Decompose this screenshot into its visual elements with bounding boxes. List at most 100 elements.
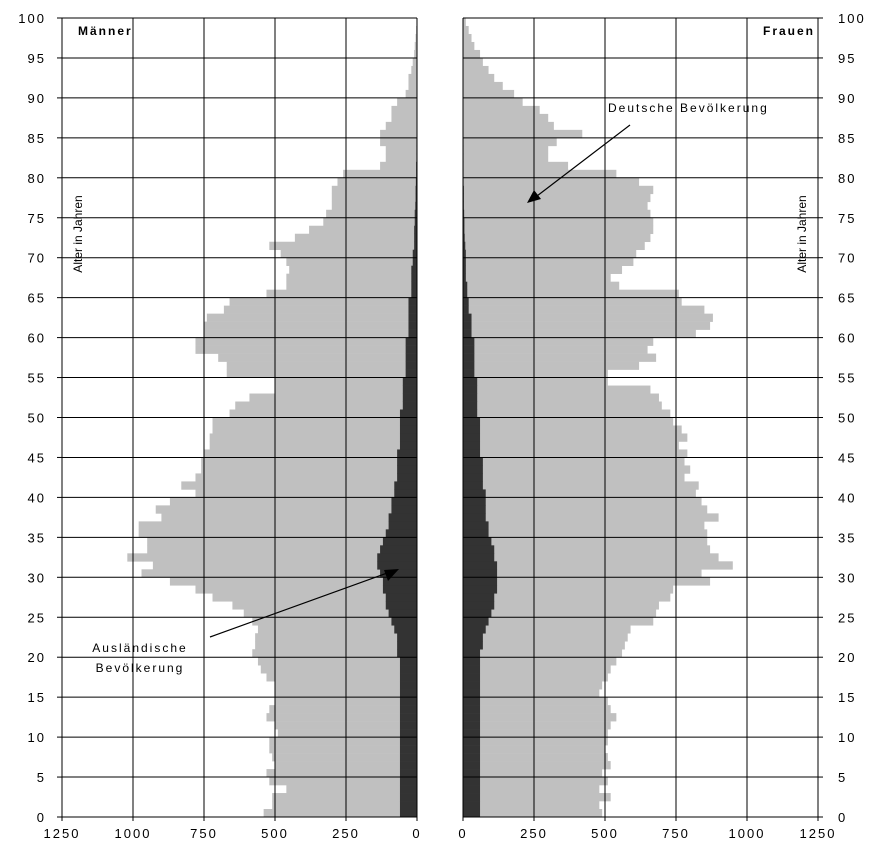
male-foreign-bar-age-17 bbox=[399, 673, 417, 682]
female-foreign-bar-age-24 bbox=[463, 617, 489, 626]
female-foreign-bar-age-23 bbox=[463, 625, 486, 634]
female-german-bar-age-46 bbox=[463, 441, 679, 450]
male-foreign-bar-age-66 bbox=[411, 281, 417, 290]
age-tick-label-right: 60 bbox=[838, 331, 856, 346]
age-tick-label-left: 15 bbox=[28, 690, 46, 705]
male-foreign-bar-age-5 bbox=[399, 769, 417, 778]
male-german-bar-age-39 bbox=[169, 497, 417, 506]
foreign-population-arrowhead bbox=[384, 569, 399, 581]
male-foreign-bar-age-22 bbox=[397, 633, 417, 642]
age-tick-label-right: 100 bbox=[838, 11, 866, 26]
female-german-bar-age-49 bbox=[463, 417, 674, 426]
male-german-bar-age-22 bbox=[255, 633, 417, 642]
female-german-bar-age-66 bbox=[463, 281, 620, 290]
female-german-bar-age-32 bbox=[463, 553, 719, 562]
female-foreign-bar-age-73 bbox=[463, 225, 465, 235]
female-foreign-bar-age-61 bbox=[463, 321, 472, 330]
female-german-bar-age-94 bbox=[463, 57, 483, 67]
female-german-bar-age-52 bbox=[463, 393, 659, 402]
german-population-label: Deutsche Bevölkerung bbox=[608, 101, 769, 115]
female-foreign-bar-age-57 bbox=[463, 353, 475, 362]
male-german-bar-age-1 bbox=[272, 801, 417, 810]
male-foreign-bar-age-19 bbox=[399, 657, 417, 666]
female-german-bar-age-95 bbox=[463, 49, 481, 59]
male-foreign-bar-age-34 bbox=[382, 537, 417, 546]
male-foreign-bar-age-23 bbox=[394, 625, 417, 634]
female-german-bar-age-71 bbox=[463, 241, 645, 251]
male-foreign-bar-age-6 bbox=[399, 761, 417, 770]
male-german-bar-age-29 bbox=[169, 577, 417, 586]
male-foreign-bar-age-15 bbox=[399, 689, 417, 698]
female-foreign-bar-age-50 bbox=[463, 409, 478, 418]
male-foreign-bar-age-75 bbox=[414, 209, 417, 219]
male-german-bar-age-19 bbox=[257, 657, 417, 666]
male-german-bar-age-56 bbox=[226, 361, 417, 370]
female-german-bar-age-89 bbox=[463, 97, 523, 107]
female-foreign-bar-age-34 bbox=[463, 537, 492, 546]
age-tick-label-left: 60 bbox=[28, 331, 46, 346]
male-german-bar-age-87 bbox=[391, 113, 417, 123]
male-german-bar-age-73 bbox=[309, 225, 417, 235]
age-tick-label-left: 80 bbox=[28, 171, 46, 186]
female-german-bar-age-15 bbox=[463, 689, 600, 698]
male-german-bar-age-47 bbox=[209, 433, 417, 442]
age-tick-label-left: 100 bbox=[18, 11, 46, 26]
male-foreign-bar-age-76 bbox=[415, 201, 417, 211]
age-tick-label-right: 65 bbox=[838, 291, 856, 306]
male-german-bar-age-7 bbox=[272, 753, 417, 762]
female-foreign-bar-age-40 bbox=[463, 489, 486, 498]
female-foreign-bar-age-16 bbox=[463, 681, 481, 690]
age-tick-label-right: 55 bbox=[838, 371, 856, 386]
female-foreign-bar-age-41 bbox=[463, 481, 483, 490]
female-foreign-bar-age-32 bbox=[463, 553, 495, 562]
female-foreign-bar-age-15 bbox=[463, 689, 481, 698]
female-foreign-bar-age-21 bbox=[463, 641, 483, 650]
male-german-bar-age-37 bbox=[161, 513, 417, 522]
female-german-bar-age-39 bbox=[463, 497, 702, 506]
female-german-bar-age-85 bbox=[463, 129, 583, 139]
female-german-bar-age-34 bbox=[463, 537, 708, 546]
male-german-bar-age-31 bbox=[152, 561, 417, 570]
female-foreign-bar-age-19 bbox=[463, 657, 481, 666]
female-x-tick-label: 500 bbox=[591, 826, 619, 841]
female-foreign-bar-age-48 bbox=[463, 425, 481, 434]
male-foreign-bar-age-24 bbox=[391, 617, 417, 626]
age-tick-label-left: 75 bbox=[28, 211, 46, 226]
female-german-bar-age-3 bbox=[463, 785, 600, 794]
male-german-bar-age-69 bbox=[286, 257, 417, 266]
female-german-bar-age-22 bbox=[463, 633, 628, 642]
male-german-bar-age-75 bbox=[326, 209, 417, 219]
female-german-bar-age-1 bbox=[463, 801, 600, 810]
female-foreign-bar-age-45 bbox=[463, 449, 481, 458]
male-foreign-bar-age-47 bbox=[399, 433, 417, 442]
female-foreign-bar-age-11 bbox=[463, 721, 481, 730]
male-foreign-bar-age-53 bbox=[402, 385, 417, 394]
female-german-bar-age-53 bbox=[463, 385, 651, 394]
female-german-bar-age-68 bbox=[463, 265, 623, 274]
male-german-bar-age-72 bbox=[294, 233, 417, 243]
female-german-bar-age-57 bbox=[463, 353, 657, 362]
female-german-bar-age-86 bbox=[463, 121, 554, 131]
male-foreign-bar-age-13 bbox=[399, 705, 417, 714]
male-german-bar-age-18 bbox=[260, 665, 417, 674]
age-tick-label-left: 70 bbox=[28, 251, 46, 266]
female-german-bar-age-4 bbox=[463, 777, 608, 786]
female-foreign-bar-age-30 bbox=[463, 569, 498, 578]
female-foreign-bar-age-68 bbox=[463, 265, 466, 274]
female-foreign-bar-age-28 bbox=[463, 585, 498, 594]
female-foreign-bar-age-67 bbox=[463, 273, 466, 282]
age-tick-label-right: 85 bbox=[838, 131, 856, 146]
female-german-bar-age-33 bbox=[463, 545, 711, 554]
male-german-bar-age-74 bbox=[323, 217, 417, 227]
male-german-bar-age-60 bbox=[204, 329, 417, 338]
male-german-bar-age-46 bbox=[209, 441, 417, 450]
female-foreign-bar-age-64 bbox=[463, 297, 469, 306]
age-tick-label-left: 10 bbox=[28, 730, 46, 745]
female-foreign-bar-age-54 bbox=[463, 377, 478, 386]
female-foreign-bar-age-6 bbox=[463, 761, 481, 770]
male-german-bar-age-2 bbox=[272, 793, 417, 802]
male-foreign-bar-age-52 bbox=[402, 393, 417, 402]
male-foreign-bar-age-16 bbox=[399, 681, 417, 690]
male-german-bar-age-68 bbox=[289, 265, 417, 274]
